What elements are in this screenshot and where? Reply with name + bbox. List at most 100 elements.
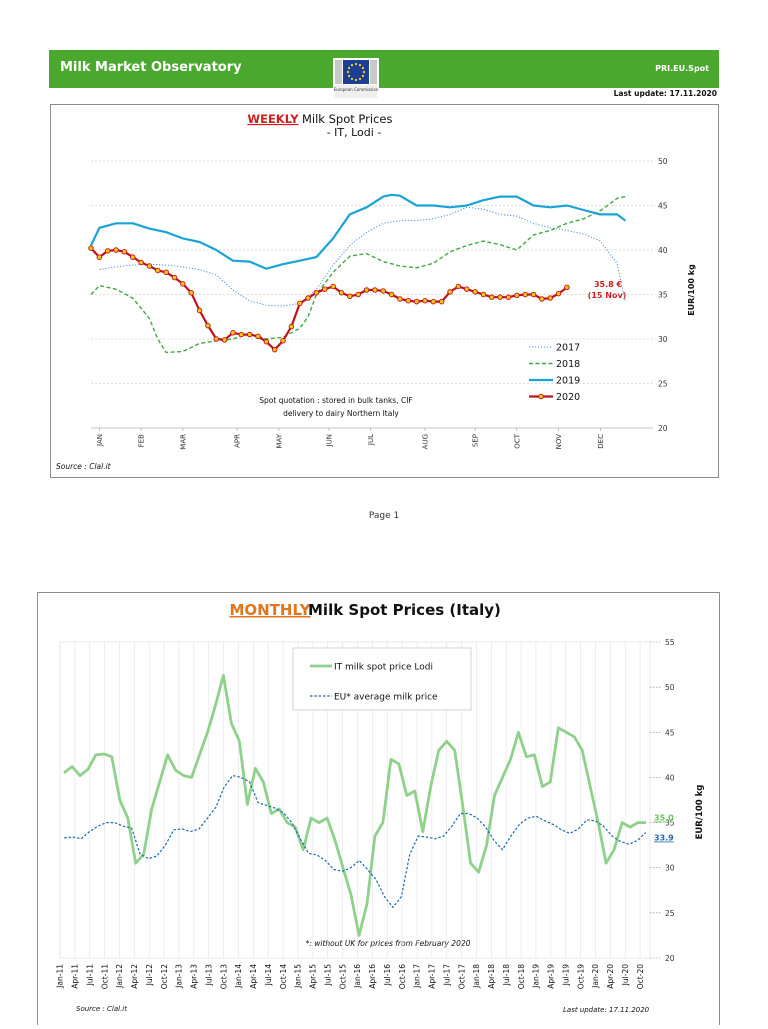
monthly-legend: IT milk spot price Lodi EU* average milk … <box>292 647 472 711</box>
weekly-data-point <box>288 323 295 330</box>
weekly-data-point <box>104 248 111 254</box>
header-title: Milk Market Observatory <box>60 60 242 75</box>
monthly-end-label: 33.9 <box>654 834 674 843</box>
monthly-x-tick-label: Apr-15 <box>309 964 318 989</box>
weekly-legend-label: 2020 <box>556 392 580 403</box>
weekly-data-point <box>271 346 278 353</box>
monthly-x-tick-label: Oct-15 <box>338 964 347 989</box>
weekly-data-point <box>472 289 478 295</box>
weekly-data-point <box>263 338 270 345</box>
weekly-data-point <box>296 300 303 307</box>
weekly-legend-label: 2019 <box>556 376 580 387</box>
weekly-month-label: JUN <box>325 434 333 447</box>
logo-caption: European Commission <box>334 87 379 92</box>
monthly-ytick-label: 55 <box>665 638 675 647</box>
monthly-x-tick-label: Jul-20 <box>621 964 630 987</box>
eu-flag-logo: European Commission <box>333 58 379 100</box>
weekly-data-point <box>564 284 570 291</box>
weekly-ytick-label: 25 <box>658 380 668 389</box>
monthly-x-tick-label: Jul-18 <box>502 964 511 987</box>
weekly-legend-label: 2017 <box>556 343 580 354</box>
monthly-legend-box <box>292 647 472 711</box>
weekly-data-point <box>221 337 228 343</box>
monthly-ytick-label: 25 <box>665 909 675 918</box>
weekly-data-point <box>397 296 403 302</box>
weekly-data-point <box>555 290 562 297</box>
monthly-x-tick-label: Jul-12 <box>145 964 154 987</box>
monthly-x-tick-label: Apr-16 <box>368 964 377 989</box>
weekly-ylabel: EUR/100 kg <box>687 264 696 316</box>
page-number: Page 1 <box>368 511 400 521</box>
weekly-data-point <box>547 295 554 301</box>
monthly-series-line-1 <box>64 775 647 908</box>
monthly-x-tick-label: Apr-14 <box>249 964 258 989</box>
weekly-data-point <box>338 289 345 296</box>
monthly-x-tick-label: Jan-20 <box>591 964 600 989</box>
weekly-data-point <box>388 291 395 298</box>
monthly-x-tick-label: Oct-16 <box>398 964 407 989</box>
weekly-title-highlight: WEEKLY <box>247 112 299 126</box>
weekly-source: Source : Clal.it <box>56 462 112 471</box>
monthly-ytick-label: 35 <box>665 819 675 828</box>
weekly-end-annotation-value: 35.8 € <box>594 280 623 289</box>
monthly-x-tick-label: Oct-19 <box>576 964 585 989</box>
weekly-data-point <box>497 294 503 300</box>
weekly-month-label: JUL <box>367 434 375 446</box>
monthly-x-tick-label: Apr-18 <box>487 964 496 989</box>
monthly-x-tick-label: Jan-15 <box>294 964 303 989</box>
weekly-data-point <box>180 281 186 287</box>
weekly-legend-marker <box>538 393 544 400</box>
weekly-data-point <box>530 291 537 298</box>
weekly-price-chart: WEEKLY Milk Spot Prices - IT, Lodi - Spo… <box>56 112 696 471</box>
weekly-subtitle: - IT, Lodi - <box>327 126 382 139</box>
monthly-x-tick-label: Jan-18 <box>472 964 481 989</box>
monthly-x-tick-label: Jan-16 <box>353 964 362 989</box>
monthly-x-tick-label: Jul-11 <box>85 964 94 987</box>
weekly-data-point <box>480 291 487 298</box>
monthly-x-tick-label: Jan-12 <box>115 964 124 989</box>
monthly-x-tick-label: Oct-13 <box>219 964 228 989</box>
weekly-month-label: MAR <box>179 434 187 450</box>
weekly-data-point <box>88 245 94 251</box>
monthly-legend-label: EU* average milk price <box>334 693 438 703</box>
weekly-ytick-label: 20 <box>658 424 668 433</box>
monthly-legend-label: IT milk spot price Lodi <box>334 663 433 673</box>
weekly-data-point <box>146 263 153 269</box>
weekly-data-point <box>455 283 462 290</box>
weekly-data-point <box>129 254 136 260</box>
monthly-ytick-label: 20 <box>665 954 675 963</box>
last-update: Last update: 17.11.2020 <box>613 89 717 98</box>
weekly-title: Milk Spot Prices <box>302 112 392 126</box>
weekly-data-point <box>313 289 320 296</box>
monthly-chart-panel: MONTHLY Milk Spot Prices (Italy) EUR/100… <box>37 592 720 1025</box>
weekly-data-point <box>163 269 169 275</box>
monthly-x-tick-label: Apr-20 <box>606 964 615 989</box>
weekly-data-point <box>213 336 219 342</box>
weekly-month-label: SEP <box>472 434 480 447</box>
header-code: PRI.EU.Spot <box>655 64 709 73</box>
monthly-end-label: 35.0 <box>654 814 674 823</box>
weekly-data-point <box>422 297 428 304</box>
weekly-data-point <box>413 298 420 305</box>
weekly-month-label: NOV <box>555 434 563 450</box>
weekly-data-point <box>113 247 119 253</box>
monthly-x-tick-label: Jul-17 <box>442 964 451 987</box>
weekly-data-point <box>355 291 361 298</box>
weekly-data-point <box>330 283 336 290</box>
monthly-price-chart: MONTHLY Milk Spot Prices (Italy) EUR/100… <box>56 601 705 1014</box>
weekly-data-point <box>196 307 203 314</box>
weekly-data-point <box>447 289 453 295</box>
weekly-data-point <box>522 291 528 298</box>
weekly-data-point <box>205 322 211 329</box>
monthly-x-tick-label: Jan-14 <box>234 964 243 989</box>
weekly-data-point <box>230 330 236 336</box>
weekly-series-line-2018 <box>90 195 626 354</box>
app-header: Milk Market Observatory PRI.EU.Spot <box>49 50 719 88</box>
monthly-x-tick-label: Oct-18 <box>517 964 526 989</box>
monthly-x-tick-label: Oct-11 <box>100 964 109 989</box>
weekly-data-point <box>363 287 370 293</box>
monthly-x-tick-label: Jul-19 <box>561 964 570 987</box>
monthly-x-tick-label: Apr-19 <box>547 964 556 989</box>
monthly-note: *: without UK for prices from February 2… <box>306 939 471 948</box>
weekly-ytick-label: 30 <box>658 335 668 344</box>
